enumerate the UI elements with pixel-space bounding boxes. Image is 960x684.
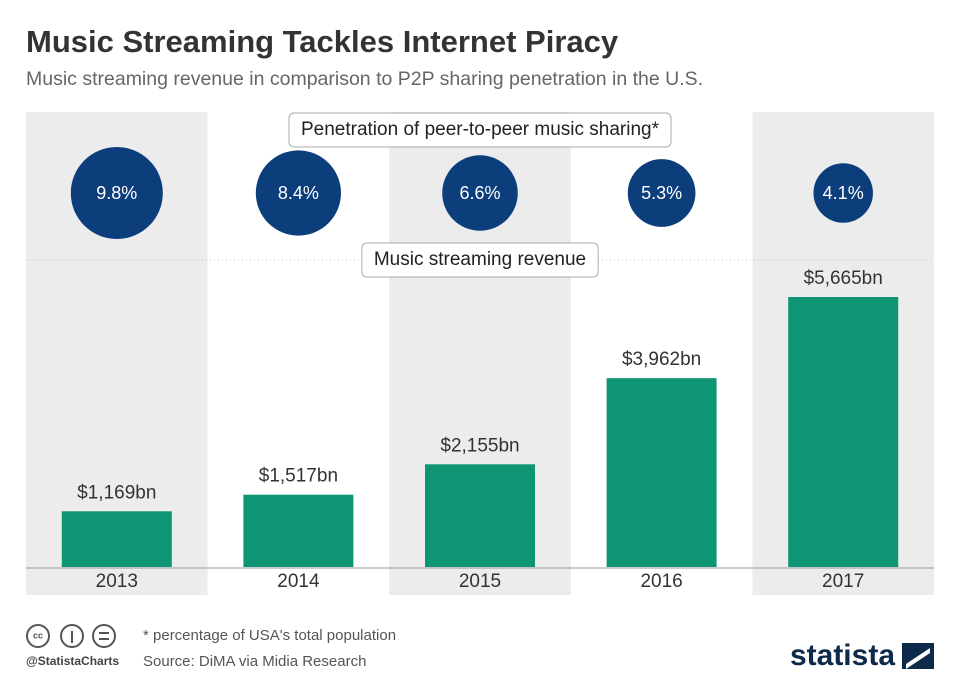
x-tick-label: 2016 [640,571,682,592]
bar [243,494,354,567]
bubble [442,155,518,231]
panel-label: Music streaming revenue [374,249,586,270]
source: Source: DiMA via Midia Research [143,653,366,670]
value-label: $5,665bn [804,268,883,289]
value-label: $3,962bn [622,349,701,370]
bubble [627,159,696,227]
handle: @StatistaCharts [26,654,119,668]
icon [26,624,50,648]
brand: statista [790,639,895,672]
logo-mark [906,648,930,669]
icon [60,624,84,648]
value-label: $2,155bn [440,435,519,456]
x-tick-label: 2015 [459,571,501,592]
value-label: 5.3% [641,183,682,203]
footnote: * percentage of USA's total population [143,627,396,644]
bubble [813,163,873,223]
value-label: $1,517bn [259,466,338,487]
value-label: $1,169bn [77,482,156,503]
brand-logo [902,643,934,669]
license-icons [26,624,116,648]
value-label: 8.4% [278,183,319,203]
panel-label-box [361,242,599,278]
icon [92,624,116,648]
x-tick-label: 2013 [96,571,138,592]
panel-label: Penetration of peer-to-peer music sharin… [301,119,660,140]
value-label: 6.6% [459,183,500,203]
value-label: 4.1% [823,183,864,203]
x-tick-label: 2014 [277,571,320,592]
bubble [255,150,342,236]
bar [606,378,717,567]
panel-label-box [288,112,672,148]
value-label: 9.8% [96,183,137,203]
bar [425,464,535,567]
bar [788,297,899,567]
bubble [70,146,163,240]
icon-text: cc [33,630,43,640]
bar [61,511,172,567]
plot: Penetration of peer-to-peer music sharin… [61,112,899,592]
chart-title: Music Streaming Tackles Internet Piracy [26,24,619,59]
x-tick-label: 2017 [822,571,864,592]
chart-subtitle: Music streaming revenue in comparison to… [26,68,703,90]
